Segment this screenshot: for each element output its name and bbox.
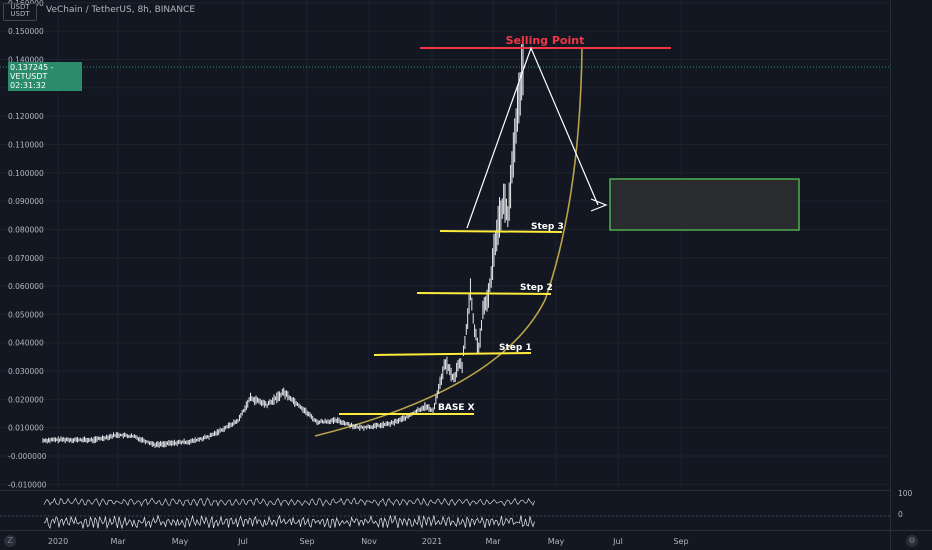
step-1-label: Step 1	[499, 343, 532, 353]
y-tick-label: 0.080000	[8, 225, 44, 234]
x-tick-label: May	[172, 537, 189, 546]
y-tick-label: 0.070000	[8, 254, 44, 263]
projection-lines	[466, 46, 599, 229]
oscillator-2	[43, 514, 535, 530]
y-tick-label: 0.090000	[8, 197, 44, 206]
osc-upper-label: 100	[898, 489, 913, 498]
x-tick-label: Mar	[485, 537, 501, 546]
x-tick-label: Sep	[299, 537, 314, 546]
projection-arrowhead	[590, 198, 608, 212]
x-tick-label: 2021	[422, 537, 442, 546]
y-tick-label: 0.050000	[8, 310, 44, 319]
settings-gear-icon[interactable]: ⚙	[906, 535, 918, 547]
currency-badge[interactable]: USDT USDT	[3, 3, 37, 21]
x-tick-label: Nov	[361, 537, 377, 546]
x-tick-label: May	[548, 537, 565, 546]
step-1-line	[373, 352, 532, 356]
y-tick-label: 0.030000	[8, 367, 44, 376]
oscillator-1	[43, 497, 535, 507]
step-2-line	[416, 292, 552, 295]
current-price-value: 0.137245 - VETUSDT	[10, 63, 54, 81]
y-tick-label: 0.150000	[8, 27, 44, 36]
y-tick-label: 0.100000	[8, 169, 44, 178]
chart-title: VeChain / TetherUS, 8h, BINANCE	[46, 5, 196, 15]
x-tick-label: Jul	[237, 537, 248, 546]
step-3-label: Step 3	[531, 222, 564, 232]
target-zone-box	[609, 178, 800, 231]
step-3-line	[439, 230, 563, 233]
parabolic-curve	[314, 47, 583, 437]
base-x-label: BASE X	[438, 403, 475, 413]
currency-badge-top: USDT	[10, 3, 30, 11]
x-tick-label: Mar	[110, 537, 126, 546]
x-tick-label: Sep	[673, 537, 688, 546]
y-tick-label: 0.140000	[8, 56, 44, 65]
y-tick-label: -0.000000	[8, 452, 47, 461]
osc-lower-label: 0	[898, 510, 903, 519]
y-tick-label: 0.020000	[8, 395, 44, 404]
y-tick-label: 0.060000	[8, 282, 44, 291]
selling-point-label: Selling Point	[506, 34, 585, 47]
auto-scale-icon[interactable]: Z	[4, 535, 16, 547]
x-tick-label: 2020	[48, 537, 68, 546]
y-tick-label: 0.040000	[8, 339, 44, 348]
current-price-tag: 0.137245 - VETUSDT 02:31:32	[8, 62, 82, 91]
bar-countdown: 02:31:32	[10, 81, 46, 90]
step-2-label: Step 2	[520, 283, 553, 293]
y-tick-label: 0.110000	[8, 140, 44, 149]
currency-badge-bottom: USDT	[10, 10, 30, 18]
y-tick-label: 0.010000	[8, 424, 44, 433]
y-tick-label: 0.120000	[8, 112, 44, 121]
y-tick-label: -0.010000	[8, 480, 47, 489]
x-tick-label: Jul	[612, 537, 623, 546]
